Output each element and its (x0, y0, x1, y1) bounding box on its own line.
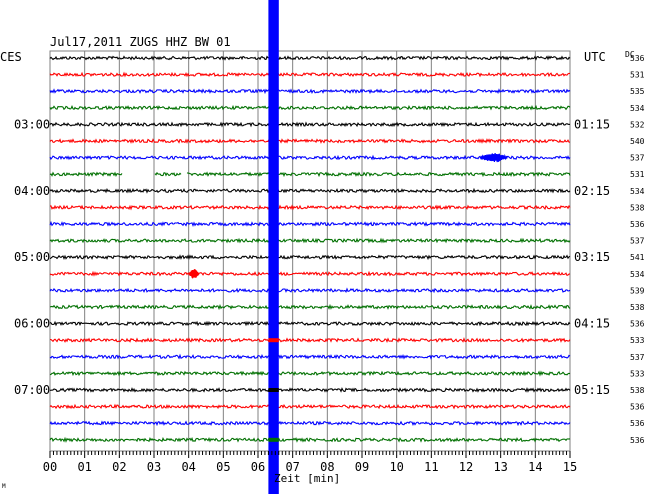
x-tick-label: 15 (563, 460, 577, 474)
x-tick-label: 13 (493, 460, 507, 474)
left-time-label: 04:00 (14, 184, 50, 198)
event-trace-14 (188, 269, 200, 279)
dc-value: 532 (630, 120, 645, 129)
dc-value: 536 (630, 320, 645, 329)
x-tick-label: 05 (216, 460, 230, 474)
x-tick-label: 03 (147, 460, 161, 474)
right-time-label: 02:15 (574, 184, 610, 198)
event-trace-7 (479, 152, 508, 163)
dc-value: 531 (630, 170, 645, 179)
event-band-trace-mark (268, 388, 279, 392)
x-tick-label: 01 (77, 460, 91, 474)
trace-14 (49, 270, 571, 277)
x-tick-label: 09 (355, 460, 369, 474)
left-time-label: 07:00 (14, 383, 50, 397)
dc-value: 536 (630, 54, 645, 63)
dc-value: 541 (630, 253, 645, 262)
trace-21 (49, 387, 571, 393)
right-time-label: 01:15 (574, 117, 610, 131)
dc-value: 533 (630, 369, 645, 378)
trace-10 (49, 204, 571, 211)
footnote-mark: M (2, 483, 6, 490)
event-band-trace-mark (268, 338, 279, 343)
x-tick-label: 14 (528, 460, 542, 474)
event-band-trace-mark (268, 437, 279, 442)
trace-8 (49, 171, 571, 178)
dc-value: 538 (630, 386, 645, 395)
left-time-label: 03:00 (14, 117, 50, 131)
right-timezone-label: UTC (584, 50, 606, 64)
trace-22 (49, 403, 571, 410)
trace-12 (49, 237, 571, 244)
trace-24 (49, 436, 571, 443)
x-tick-label: 11 (424, 460, 438, 474)
dc-value: 531 (630, 71, 645, 80)
trace-20 (49, 370, 571, 377)
dc-value: 536 (630, 403, 645, 412)
trace-3 (49, 88, 571, 95)
dc-value: 538 (630, 203, 645, 212)
x-axis: 00 01 02 03 04 05 06 07 08 09 10 11 12 13 14 15 (43, 451, 577, 474)
right-time-labels: 01:15 02:15 03:15 04:15 05:15 (574, 117, 610, 397)
dc-value-labels: 536 531 535 534 532 540 537 531 534 538 536 537 541 5… (630, 54, 645, 445)
x-tick-label: 06 (251, 460, 265, 474)
left-time-labels: 03:00 04:00 05:00 06:00 07:00 (14, 117, 50, 397)
trace-4 (49, 104, 571, 111)
dc-value: 536 (630, 419, 645, 428)
dc-value: 536 (630, 220, 645, 229)
x-tick-label: 04 (181, 460, 195, 474)
x-tick-label: 08 (320, 460, 334, 474)
x-tick-label: 00 (43, 460, 57, 474)
dc-value: 538 (630, 303, 645, 312)
event-saturated-band (268, 0, 279, 494)
dc-value: 537 (630, 237, 645, 246)
trace-13 (49, 254, 571, 261)
left-time-label: 05:00 (14, 250, 50, 264)
dc-value: 535 (630, 87, 645, 96)
dc-value: 540 (630, 137, 645, 146)
event-group (188, 0, 508, 494)
dc-value: 537 (630, 154, 645, 163)
trace-23 (49, 420, 571, 427)
right-time-label: 04:15 (574, 317, 610, 331)
dc-value: 534 (630, 187, 645, 196)
trace-16 (49, 303, 571, 311)
dc-value: 533 (630, 336, 645, 345)
dc-value: 536 (630, 436, 645, 445)
trace-17 (49, 320, 571, 327)
x-tick-label: 10 (389, 460, 403, 474)
dc-value: 537 (630, 353, 645, 362)
trace-1 (49, 55, 571, 61)
trace-9 (49, 187, 571, 194)
x-tick-label: 12 (459, 460, 473, 474)
trace-19 (49, 353, 571, 360)
plot-grid (49, 50, 571, 452)
trace-group (49, 55, 571, 443)
x-tick-label: 02 (112, 460, 126, 474)
x-axis-label: Zeit [min] (274, 472, 340, 485)
dc-column-label: DC (625, 50, 635, 59)
trace-6 (49, 138, 571, 144)
trace-5 (49, 121, 571, 128)
dc-value: 534 (630, 270, 645, 279)
right-time-label: 03:15 (574, 250, 610, 264)
left-time-label: 06:00 (14, 317, 50, 331)
trace-2 (49, 71, 571, 78)
dc-value: 539 (630, 286, 645, 295)
trace-18 (49, 337, 571, 344)
trace-11 (49, 220, 571, 227)
trace-15 (49, 287, 571, 294)
right-time-label: 05:15 (574, 383, 610, 397)
left-timezone-label: CES (0, 50, 22, 64)
x-tick-label: 07 (285, 460, 299, 474)
chart-title: Jul17,2011 ZUGS HHZ BW 01 (50, 35, 231, 49)
dc-value: 534 (630, 104, 645, 113)
